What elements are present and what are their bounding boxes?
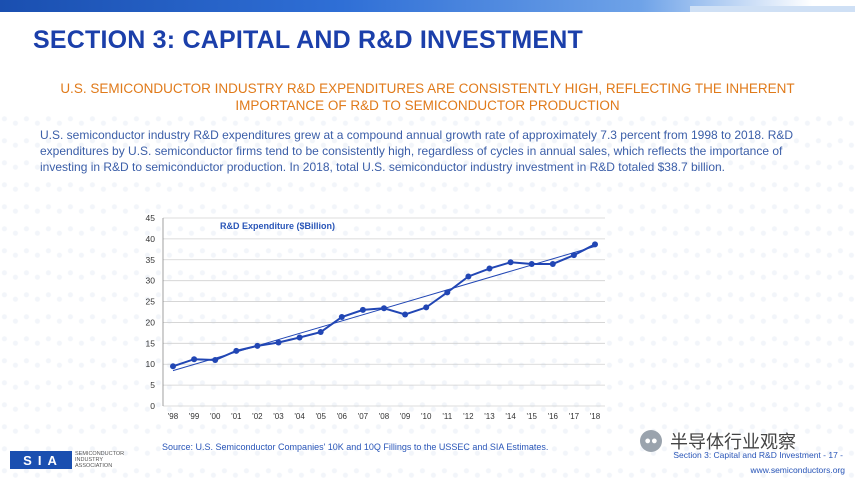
data-points bbox=[170, 241, 598, 370]
data-point bbox=[191, 356, 198, 363]
page-title: SECTION 3: CAPITAL AND R&D INVESTMENT bbox=[33, 26, 584, 54]
x-tick-label: '99 bbox=[189, 412, 200, 421]
x-tick-label: '03 bbox=[273, 412, 284, 421]
data-point bbox=[507, 259, 514, 266]
data-point bbox=[528, 260, 535, 267]
x-tick-label: '10 bbox=[421, 412, 432, 421]
wechat-icon: ●● bbox=[640, 430, 662, 452]
background-pattern bbox=[0, 110, 855, 480]
x-tick-label: '14 bbox=[505, 412, 516, 421]
body-paragraph: U.S. semiconductor industry R&D expendit… bbox=[40, 128, 794, 174]
x-tick-label: '02 bbox=[252, 412, 263, 421]
data-point bbox=[486, 265, 493, 272]
chart-source-note: Source: U.S. Semiconductor Companies' 10… bbox=[162, 442, 549, 452]
x-tick-label: '12 bbox=[463, 412, 474, 421]
x-tick-label: '07 bbox=[358, 412, 369, 421]
sia-logo-text: SEMICONDUCTOR INDUSTRY ASSOCIATION bbox=[75, 451, 145, 469]
data-point bbox=[212, 357, 219, 364]
y-tick-label: 35 bbox=[146, 255, 156, 265]
x-axis: '98 '99 '00 '01 '02 '03 '04 '05 '06 '07 '08 '09 '10 '… bbox=[168, 412, 601, 421]
data-point bbox=[317, 329, 324, 336]
x-tick-label: '18 bbox=[590, 412, 601, 421]
top-accent-bar bbox=[0, 0, 855, 12]
x-tick-label: '00 bbox=[210, 412, 221, 421]
x-tick-label: '05 bbox=[315, 412, 326, 421]
data-point bbox=[381, 305, 387, 312]
watermark: ●● 半导体行业观察 bbox=[640, 428, 796, 454]
y-tick-label: 25 bbox=[146, 297, 156, 307]
y-tick-label: 0 bbox=[150, 401, 155, 411]
x-tick-label: '17 bbox=[569, 412, 580, 421]
footer-url-link[interactable]: www.semiconductors.org bbox=[750, 465, 845, 475]
watermark-text: 半导体行业观察 bbox=[670, 432, 796, 452]
x-tick-label: '01 bbox=[231, 412, 242, 421]
sia-logo-line3: ASSOCIATION bbox=[75, 463, 113, 469]
x-tick-label: '13 bbox=[484, 412, 495, 421]
x-tick-label: '08 bbox=[379, 412, 390, 421]
y-tick-label: 10 bbox=[146, 359, 156, 369]
data-point bbox=[170, 363, 176, 370]
x-tick-label: '04 bbox=[294, 412, 305, 421]
x-tick-label: '15 bbox=[526, 412, 537, 421]
x-tick-label: '09 bbox=[400, 412, 411, 421]
y-tick-label: 15 bbox=[146, 338, 156, 348]
rd-expenditure-chart: 0 5 10 15 20 25 30 35 40 45 '98 '99 '00 '01 '02 '03 '04… bbox=[146, 213, 605, 421]
data-point bbox=[233, 347, 240, 354]
y-tick-label: 30 bbox=[146, 276, 156, 286]
y-tick-label: 45 bbox=[146, 213, 156, 223]
sia-logo-line1: SEMICONDUCTOR bbox=[75, 451, 125, 457]
data-point bbox=[275, 339, 282, 346]
gridlines bbox=[163, 217, 605, 407]
data-point bbox=[444, 289, 451, 296]
x-tick-label: '06 bbox=[337, 412, 348, 421]
y-tick-label: 20 bbox=[146, 317, 156, 327]
data-point bbox=[570, 252, 577, 259]
data-point bbox=[296, 334, 303, 341]
data-point bbox=[338, 314, 345, 321]
data-point bbox=[423, 304, 430, 311]
sia-logo-line2: INDUSTRY bbox=[75, 457, 104, 463]
data-point bbox=[465, 273, 472, 280]
y-tick-label: 5 bbox=[150, 380, 155, 390]
sia-logo-mark: SIA bbox=[10, 451, 72, 469]
x-tick-label: '16 bbox=[548, 412, 559, 421]
y-tick-label: 40 bbox=[146, 234, 156, 244]
x-tick-label: '98 bbox=[168, 412, 179, 421]
y-axis: 0 5 10 15 20 25 30 35 40 45 bbox=[146, 213, 164, 411]
data-point bbox=[254, 342, 261, 349]
series-label: R&D Expenditure ($Billion) bbox=[220, 221, 335, 231]
x-tick-label: '11 bbox=[442, 412, 452, 421]
page-subtitle: U.S. SEMICONDUCTOR INDUSTRY R&D EXPENDIT… bbox=[60, 81, 795, 113]
data-point bbox=[359, 306, 366, 313]
sia-logo: SIA SEMICONDUCTOR INDUSTRY ASSOCIATION bbox=[10, 451, 145, 469]
data-point bbox=[549, 260, 556, 267]
data-point bbox=[402, 311, 409, 318]
data-point bbox=[592, 241, 598, 248]
top-accent-bar-light bbox=[690, 6, 855, 12]
footer-section-page: Section 3: Capital and R&D Investment - … bbox=[673, 450, 843, 460]
